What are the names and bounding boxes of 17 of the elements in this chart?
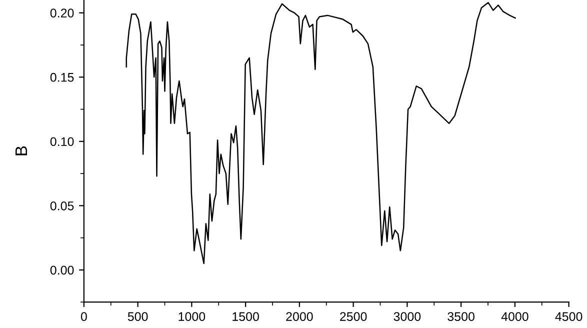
x-tick-label: 1000 <box>178 312 206 321</box>
y-tick-label: 0.00 <box>50 266 74 275</box>
y-tick-label: 0.15 <box>50 72 74 82</box>
x-tick-label: 4000 <box>501 312 528 321</box>
x-tick-label: 1500 <box>232 312 259 321</box>
x-tick-label: 3000 <box>394 312 421 321</box>
y-tick-label: 0.10 <box>50 137 74 146</box>
y-tick-label: 0.20 <box>50 8 74 18</box>
x-tick-label: 3500 <box>448 312 474 321</box>
line-series <box>126 2 516 264</box>
y-tick-label: 0.05 <box>50 201 74 210</box>
x-tick-label: 4500 <box>555 312 582 321</box>
x-tick-label: 500 <box>128 312 148 321</box>
x-tick-label: 2500 <box>340 312 367 321</box>
y-axis-title: B <box>16 146 27 156</box>
x-tick-label: 2000 <box>286 312 313 321</box>
x-tick-label: 0 <box>80 312 87 321</box>
